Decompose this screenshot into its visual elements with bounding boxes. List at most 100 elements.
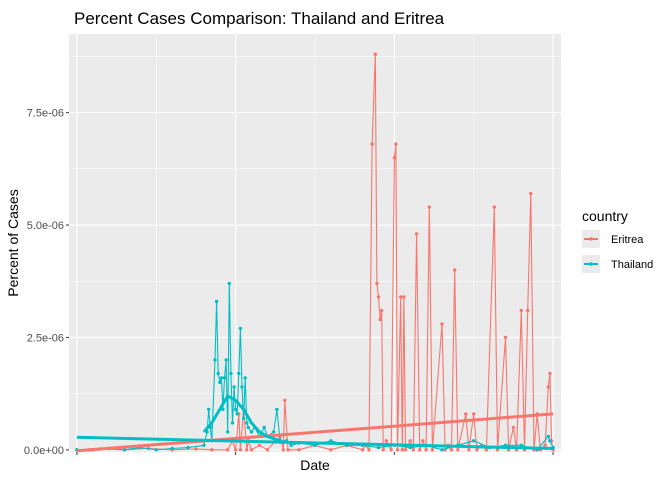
data-point-thailand <box>519 443 523 447</box>
data-point-thailand <box>245 421 249 425</box>
x-axis-title: Date <box>300 457 330 473</box>
legend-item-thailand: Thailand <box>582 255 653 273</box>
data-point-thailand <box>170 446 174 451</box>
data-point-thailand <box>207 407 211 412</box>
data-point-eritrea <box>464 412 468 416</box>
data-point-eritrea <box>380 308 384 313</box>
data-point-eritrea <box>411 448 416 452</box>
data-point-eritrea <box>456 448 460 452</box>
data-point-eritrea <box>257 443 262 447</box>
data-point-thailand <box>122 448 127 452</box>
data-point-thailand <box>408 445 412 450</box>
data-point-eritrea <box>475 448 479 452</box>
y-tick-label: 2.5e-06 <box>27 332 64 344</box>
data-point-eritrea <box>194 447 198 451</box>
data-point-eritrea <box>408 439 412 443</box>
data-point-eritrea <box>495 448 500 452</box>
chart-title: Percent Cases Comparison: Thailand and E… <box>74 9 445 28</box>
data-point-eritrea <box>233 448 238 452</box>
data-point-thailand <box>202 443 206 447</box>
data-point-thailand <box>376 445 381 450</box>
data-point-eritrea <box>367 448 371 452</box>
data-point-eritrea <box>529 191 533 196</box>
legend-key-point <box>589 237 593 241</box>
data-point-eritrea <box>511 425 516 430</box>
trend-line-eritrea <box>76 412 554 453</box>
data-point-thailand <box>440 448 444 452</box>
data-point-thailand <box>222 376 227 380</box>
data-point-thailand <box>226 430 230 434</box>
data-point-thailand <box>221 407 225 412</box>
data-point-eritrea <box>283 398 287 403</box>
y-axis: 0.0e+00 2.5e-06 5.0e-06 7.5e-06 <box>24 108 69 457</box>
y-axis-title: Percent of Cases <box>5 189 21 296</box>
data-point-eritrea <box>226 448 230 452</box>
data-point-thailand <box>472 439 476 443</box>
y-tick-label: 5.0e-06 <box>27 220 64 232</box>
legend-label-eritrea: Eritrea <box>611 234 644 246</box>
data-point-thailand <box>289 443 293 447</box>
data-point-thailand <box>229 371 233 376</box>
data-point-eritrea <box>265 448 270 452</box>
data-point-eritrea <box>472 412 476 416</box>
data-point-eritrea <box>399 295 403 299</box>
y-tick-label: 0.0e+00 <box>24 445 64 457</box>
data-point-eritrea <box>375 281 379 286</box>
data-point-thailand <box>313 443 317 447</box>
data-point-thailand <box>232 385 236 389</box>
data-point-thailand <box>548 439 552 443</box>
data-point-thailand <box>218 380 222 385</box>
data-point-eritrea <box>503 335 508 340</box>
data-point-eritrea <box>392 155 397 160</box>
data-point-thailand <box>216 371 220 376</box>
data-point-eritrea <box>467 448 471 452</box>
data-point-eritrea <box>376 295 381 299</box>
data-point-eritrea <box>286 448 290 452</box>
data-point-eritrea <box>430 448 435 452</box>
y-tick-label: 7.5e-06 <box>27 108 64 120</box>
data-point-eritrea <box>546 385 550 389</box>
data-point-eritrea <box>414 232 419 236</box>
data-point-thailand <box>224 358 228 362</box>
data-point-eritrea <box>249 448 254 452</box>
data-point-thailand <box>240 385 244 389</box>
data-point-thailand <box>238 326 243 331</box>
data-point-eritrea <box>548 371 552 376</box>
data-point-eritrea <box>400 448 404 452</box>
smooth-line-thailand <box>202 394 281 443</box>
data-point-eritrea <box>492 205 496 209</box>
grid-major <box>69 34 561 452</box>
data-point-thailand <box>154 448 158 452</box>
data-point-eritrea <box>395 448 400 452</box>
data-point-thailand <box>235 412 239 416</box>
data-point-thailand <box>546 434 550 439</box>
data-point-eritrea <box>210 448 214 452</box>
data-point-thailand <box>243 376 247 380</box>
data-point-eritrea <box>281 448 285 452</box>
legend-key-point <box>589 262 593 266</box>
data-point-thailand <box>186 445 190 450</box>
data-point-thailand <box>219 376 224 380</box>
grid-minor <box>69 34 561 452</box>
data-point-eritrea <box>526 308 530 313</box>
data-point-eritrea <box>449 448 454 452</box>
data-point-eritrea <box>440 322 444 326</box>
data-point-eritrea <box>360 448 365 452</box>
data-point-thailand <box>214 299 219 304</box>
data-point-eritrea <box>418 448 422 452</box>
data-point-thailand <box>237 371 241 376</box>
data-point-eritrea <box>453 268 457 272</box>
data-point-eritrea <box>297 448 301 452</box>
data-point-eritrea <box>424 448 428 452</box>
data-point-thailand <box>213 358 217 362</box>
data-point-eritrea <box>427 205 431 209</box>
data-point-eritrea <box>245 448 249 452</box>
data-point-eritrea <box>370 142 374 146</box>
data-point-thailand <box>329 439 333 443</box>
data-point-eritrea <box>543 443 547 447</box>
data-point-thailand <box>233 407 238 412</box>
data-point-eritrea <box>484 448 489 452</box>
x-axis <box>76 452 554 455</box>
legend-title: country <box>582 208 628 224</box>
